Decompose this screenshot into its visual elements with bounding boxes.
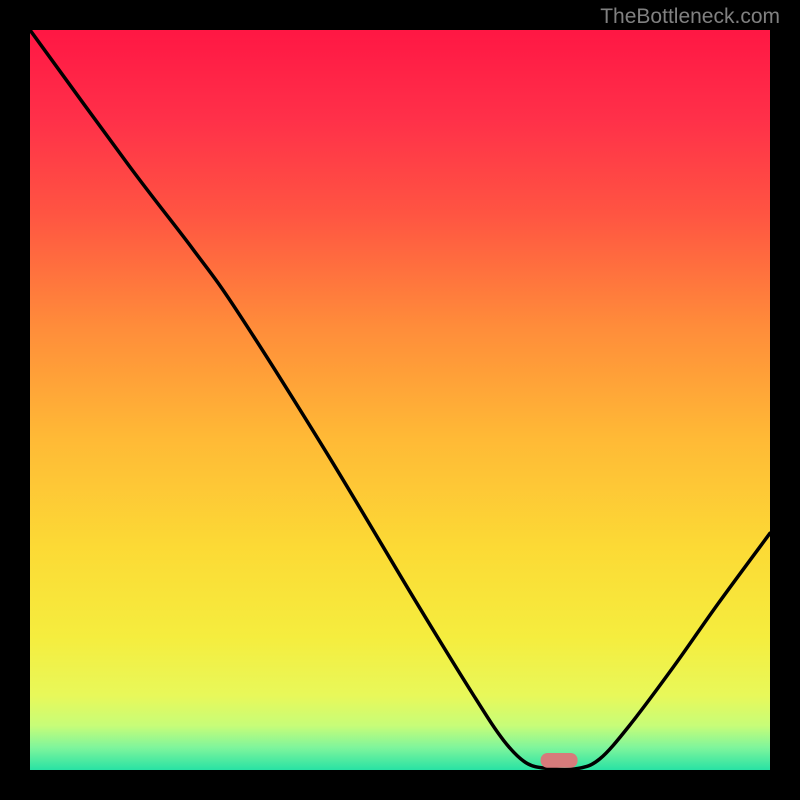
- chart-svg: [30, 30, 770, 770]
- gradient-background: [30, 30, 770, 770]
- optimal-marker: [541, 753, 578, 768]
- bottleneck-chart: [30, 30, 770, 770]
- watermark-text: TheBottleneck.com: [600, 5, 780, 29]
